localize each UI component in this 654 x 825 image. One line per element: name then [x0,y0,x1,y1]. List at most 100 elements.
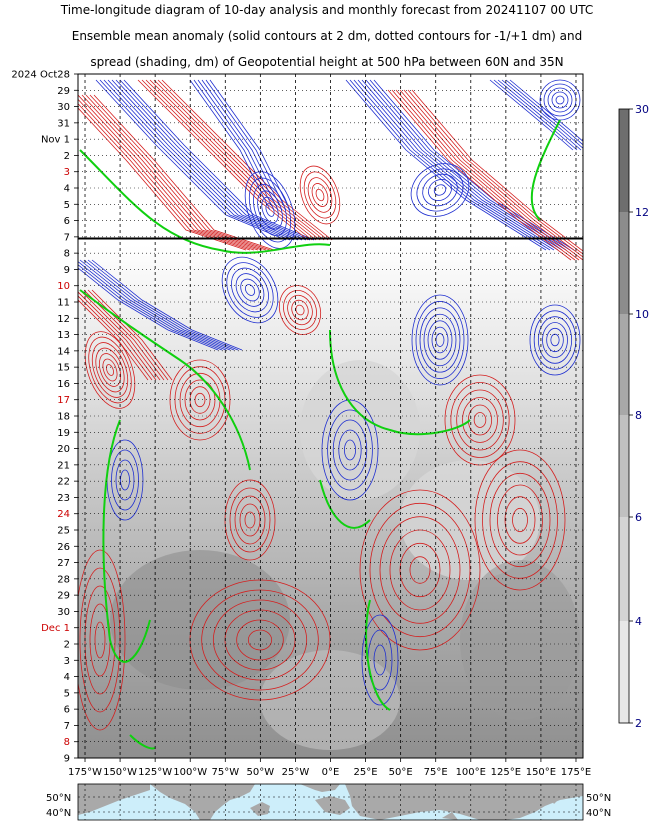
contour-line [373,79,575,251]
contour-line [551,91,569,109]
contour-line [79,289,161,381]
contour-line [547,87,573,113]
contour-line [248,177,292,243]
contour-line [119,79,311,241]
contour-line [78,107,247,251]
zero-contour [102,419,151,663]
contour-line [193,79,275,211]
contour-line [221,256,279,324]
anomaly-contours [78,79,583,750]
contour-line [489,472,551,568]
contour-line [95,347,125,393]
map-lat-label-50-left: 50°N [46,793,71,804]
y-tick-label: 30 [57,607,70,618]
colorbar-tick-label: 30 [635,103,649,116]
contour-line [505,79,583,146]
contour-line [78,103,251,251]
y-tick-label: 25 [57,526,70,537]
y-tick-label: 2 [64,640,70,651]
y-tick-label: 23 [57,493,70,504]
contour-line [120,469,130,491]
y-tick-label: 6 [64,216,70,227]
contour-line [428,179,452,201]
contour-line [353,79,555,251]
contour-line [91,289,173,381]
y-tick-label: 24 [57,509,70,520]
x-tick-label: 125°E [491,767,521,778]
contour-line [450,382,510,458]
map-strip: 50°N 40°N 50°N 40°N [46,783,611,821]
contour-line [395,89,580,261]
contour-line [85,94,267,251]
contour-line [332,419,368,481]
y-tick-label: 10 [57,281,70,292]
zero-contour [79,289,251,471]
contour-line [91,259,243,351]
x-tick-label: 150°E [526,767,556,778]
contour-line [315,188,325,202]
contour-line [327,409,373,491]
x-tick-label: 175°E [561,767,591,778]
contour-line [205,79,287,211]
y-tick-label: 7 [64,721,70,732]
contour-line [338,429,362,471]
contour-line [197,79,279,211]
contour-line [123,79,315,241]
chart-subtitle-1: Ensemble mean anomaly (solid contours at… [71,29,583,43]
contour-line [226,262,274,318]
contour-line [229,487,271,553]
y-tick-label: 21 [57,460,70,471]
y-tick-label: 4 [64,184,70,195]
contour-line [78,299,149,381]
zero-contour [365,599,391,711]
contour-line [411,89,583,252]
contour-line [115,79,307,241]
contour-line [399,89,583,261]
contour-line [111,79,303,241]
y-tick-label: 28 [57,574,70,585]
contour-line [161,79,333,241]
contour-line [546,327,564,353]
contour-line [399,542,441,598]
colorbar: 30 12 10 8 6 4 2 [618,103,649,730]
y-tick-label: 8 [64,249,70,260]
contour-line [419,307,461,373]
map-lat-label-40-right: 40°N [586,808,611,819]
contour-line [407,89,583,255]
contour-line [106,364,114,376]
chart-subtitle-2: spread (shading, dm) of Geopotential hei… [90,55,564,69]
contour-line [307,177,333,213]
contour-line [93,94,275,251]
y-tick-label: 12 [57,314,70,325]
x-tick-label: 150°W [103,767,137,778]
map-lat-label-40-left: 40°N [46,808,71,819]
y-tick-label: 20 [57,444,70,455]
contour-line [295,304,305,316]
y-tick-label: 8 [64,737,70,748]
y-tick-label: 9 [64,754,70,765]
y-tick-label: 9 [64,265,70,276]
contour-line [83,289,165,381]
contour-line [83,259,235,351]
contour-line [391,89,576,261]
y-tick-label: Dec 1 [41,623,70,634]
y-tick-label: 4 [64,672,70,683]
contour-line [235,273,265,307]
contour-line [542,322,568,358]
contour-line [99,79,291,241]
y-tick-label: 3 [64,656,70,667]
y-tick-label: 26 [57,542,70,553]
contour-line [87,259,239,351]
colorbar-tick-label: 10 [635,308,649,321]
contour-line [81,94,263,251]
contour-line [444,374,516,466]
contour-line [409,556,431,584]
x-tick-label: 25°E [354,767,378,778]
contour-line [153,79,325,241]
y-tick-label: 11 [57,298,70,309]
y-tick-label: 2024 Oct28 [11,70,70,81]
x-tick-label: 75°E [424,767,448,778]
y-tick-label: 7 [64,232,70,243]
